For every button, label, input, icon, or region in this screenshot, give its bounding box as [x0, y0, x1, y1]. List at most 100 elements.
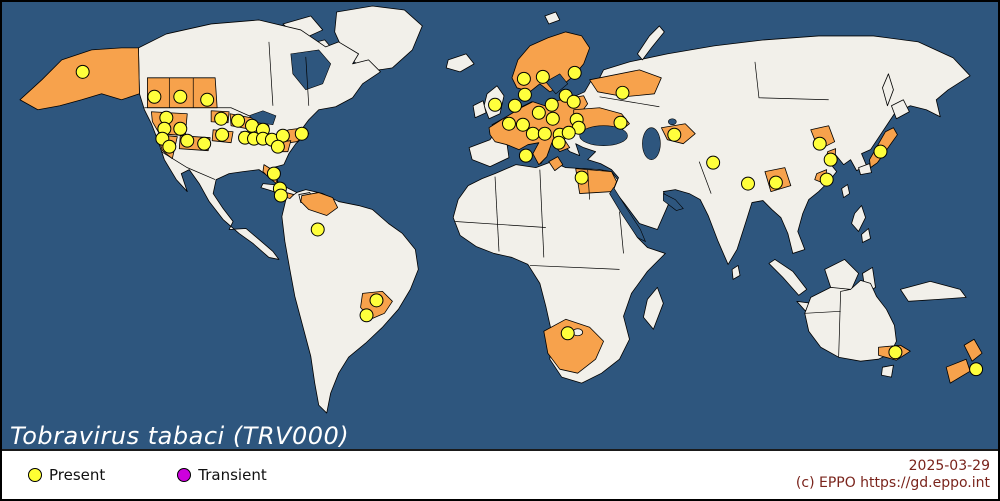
sakhalin: [882, 73, 894, 107]
present-dot: [310, 222, 325, 237]
transient-dot-icon: [177, 468, 192, 482]
present-dot: [667, 127, 682, 142]
border-line: [587, 169, 590, 200]
legend-items: Present Transient: [2, 466, 267, 484]
region-venezuela: [300, 192, 339, 216]
region-tunisia: [548, 156, 564, 172]
present-dot: [215, 127, 230, 142]
iceland: [445, 53, 475, 73]
legend-label-transient: Transient: [198, 466, 267, 484]
present-dot: [75, 64, 90, 79]
copyright-text: (c) EPPO https://gd.eppo.int: [795, 475, 990, 491]
map-date: 2025-03-29: [908, 458, 990, 474]
present-dot: [535, 69, 550, 84]
present-dot: [566, 94, 581, 109]
present-dot: [525, 126, 540, 141]
red-sea: [609, 187, 647, 243]
novaya-zemlya: [637, 25, 665, 61]
persian-gulf: [663, 193, 684, 211]
world-map: Tobravirus tabaci (TRV000): [2, 2, 998, 451]
border-line: [698, 161, 712, 194]
present-dot: [615, 85, 630, 100]
present-dot-icon: [28, 468, 42, 482]
present-dot: [574, 170, 589, 185]
border-line: [144, 107, 250, 117]
region-new-zealand-north: [963, 338, 983, 362]
present-dot: [518, 148, 533, 163]
present-dot: [741, 176, 755, 191]
sumatra: [768, 259, 808, 296]
australia: [804, 279, 897, 362]
present-dot: [545, 111, 560, 126]
present-dot: [819, 172, 834, 187]
present-dot: [501, 116, 516, 131]
present-dot: [173, 89, 188, 104]
water-bodies-layer: [248, 49, 684, 337]
present-dot: [147, 89, 162, 104]
border-line: [161, 151, 216, 180]
tasmania: [881, 364, 894, 378]
present-dot: [231, 113, 246, 128]
aral-sea: [668, 118, 677, 126]
footer-info: 2025-03-29 (c) EPPO https://gd.eppo.int: [796, 458, 998, 492]
present-dot: [507, 98, 522, 113]
sri-lanka: [731, 265, 741, 280]
border-line: [754, 61, 829, 101]
border-line: [599, 96, 660, 108]
black-sea: [579, 125, 628, 146]
present-dot: [812, 136, 827, 151]
present-dot: [969, 362, 984, 377]
present-dot: [516, 71, 531, 86]
region-alaska: [19, 47, 140, 111]
present-dot: [873, 144, 888, 159]
present-dot: [488, 97, 502, 112]
present-dot: [537, 126, 552, 141]
borneo: [824, 259, 859, 292]
legend-bar: Present Transient 2025-03-29 (c) EPPO ht…: [2, 449, 998, 499]
border-line: [529, 265, 620, 270]
present-dot: [197, 136, 212, 151]
kyushu: [858, 163, 872, 176]
present-dot: [823, 152, 838, 167]
present-dot: [888, 345, 903, 360]
border-line: [268, 41, 274, 106]
present-dot: [561, 125, 576, 140]
border-line: [539, 169, 545, 258]
caspian-sea: [642, 127, 661, 160]
madagascar: [643, 286, 664, 330]
present-dot: [359, 308, 374, 323]
svalbard: [544, 11, 561, 25]
ireland: [472, 100, 487, 119]
present-dot: [294, 126, 309, 141]
new-guinea: [899, 280, 967, 302]
present-dots-layer: [75, 64, 984, 377]
south-america: [281, 189, 419, 414]
present-dot: [706, 155, 721, 170]
border-line: [804, 310, 841, 314]
present-dot: [270, 139, 285, 154]
present-dot: [768, 175, 783, 190]
hudson-bay: [290, 49, 332, 91]
present-dot: [567, 65, 582, 80]
border-line: [305, 56, 310, 106]
region-south-africa: [543, 318, 604, 374]
hokkaido: [891, 99, 910, 120]
legend-item-present: Present: [28, 466, 105, 484]
present-dot: [560, 326, 575, 341]
africa: [452, 161, 666, 384]
borders-layer: [144, 41, 851, 358]
legend-item-transient: Transient: [177, 466, 267, 484]
border-line: [619, 211, 624, 254]
baltic-sea: [545, 73, 569, 95]
present-dot: [531, 105, 546, 120]
present-dot: [200, 92, 215, 107]
present-dot: [173, 121, 188, 136]
present-dot: [214, 111, 229, 126]
present-dot: [266, 166, 281, 181]
present-dot: [369, 293, 384, 308]
border-line: [494, 176, 500, 252]
page-title: Tobravirus tabaci (TRV000): [10, 422, 350, 450]
world-map-svg: [2, 2, 998, 451]
present-dot: [515, 117, 530, 132]
